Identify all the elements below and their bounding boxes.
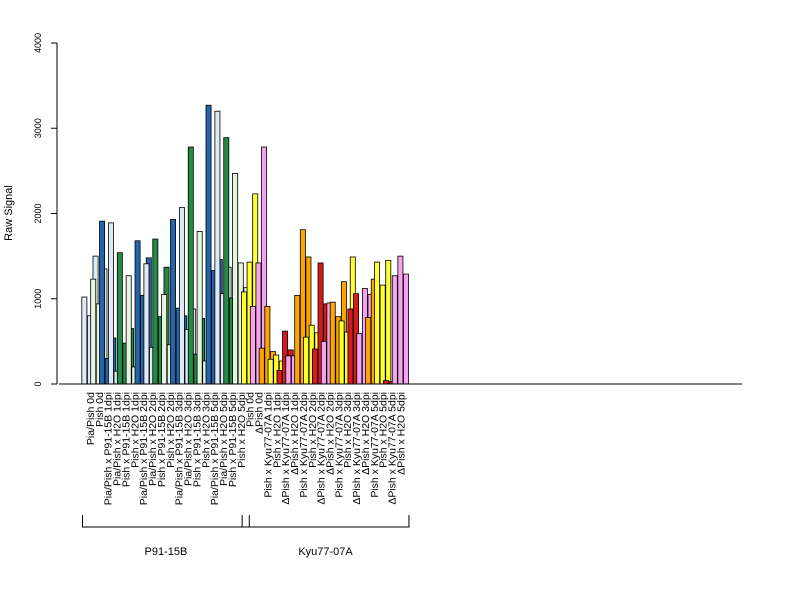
bar — [382, 380, 389, 385]
bar — [125, 275, 132, 385]
bar — [214, 110, 221, 385]
x-tick-label: ΔPish x Kyu77-07A 5dpi — [387, 392, 399, 505]
bar — [108, 222, 114, 385]
x-tick-label: ΔPish x Kyu77-07A 1dpi — [280, 392, 292, 505]
y-axis-label: Raw Signal — [3, 185, 15, 241]
bar — [320, 340, 327, 385]
x-tick-label: Pish x H2O 5dpi — [378, 392, 390, 468]
bar — [170, 219, 176, 385]
x-tick-label: Pia/Pish x P91-15B 2dpi — [138, 392, 150, 505]
bar — [294, 294, 301, 385]
bar — [178, 207, 185, 385]
x-tick-label: ΔPish x H2O 1dpi — [289, 392, 301, 475]
y-tick-label: 1000 — [33, 289, 43, 309]
bar — [374, 261, 381, 385]
x-tick-label: Pia/Pish x H2O 1dpi — [112, 392, 124, 486]
x-tick-label: Pish x Kyu77-07A 2dpi — [298, 392, 310, 498]
x-tick-label: Pish x H2O 5dpi — [236, 392, 248, 468]
x-tick-label: Pia/Pish 0d — [85, 392, 97, 445]
bar — [397, 255, 404, 385]
bar — [134, 240, 141, 385]
bar — [385, 259, 392, 385]
bar — [205, 104, 212, 385]
bar — [329, 301, 336, 385]
x-tick-label: Pish x P91-15B 2dpi — [156, 392, 168, 487]
bar — [258, 347, 265, 385]
bar — [267, 358, 274, 385]
bar — [303, 336, 310, 385]
bar — [276, 369, 283, 385]
bar — [90, 278, 97, 385]
y-tick-label: 2000 — [33, 203, 43, 223]
bar — [338, 320, 345, 385]
x-tick-label: ΔPish x H2O 2dpi — [324, 392, 336, 475]
x-tick-label: Pish x Kyu77-07A 5dpi — [369, 392, 381, 498]
x-tick-label: ΔPish 0d — [254, 392, 266, 434]
category-bars — [391, 255, 409, 385]
y-tick-label: 4000 — [33, 33, 43, 53]
bar — [312, 348, 318, 385]
bar — [81, 296, 88, 385]
y-tick-label: 3000 — [33, 118, 43, 138]
x-tick-label: Pish x H2O 3dpi — [342, 392, 354, 468]
x-tick-label: Pish x H2O 3dpi — [200, 392, 212, 468]
bar — [99, 220, 106, 385]
bar — [161, 294, 168, 385]
bar — [232, 173, 239, 385]
x-tick-label: Pish x P91-15B 1dpi — [120, 392, 132, 487]
x-tick-label: Pish 0d — [94, 392, 106, 427]
bar — [241, 291, 247, 385]
group-brackets: P91-15B Kyu77-07A — [82, 515, 410, 558]
x-tick-label: ΔPish x H2O 3dpi — [360, 392, 372, 475]
y-axis: 0 1000 2000 3000 4000 — [33, 33, 58, 387]
x-tick-label: Pia/Pish x P91-15B 1dpi — [103, 392, 115, 505]
group-label: Kyu77-07A — [298, 546, 353, 558]
bars-layer — [81, 104, 409, 385]
bar — [152, 238, 159, 385]
group-label: P91-15B — [144, 546, 187, 558]
bar — [391, 275, 398, 385]
bar — [403, 273, 409, 385]
bar — [285, 355, 292, 385]
x-tick-label: Pish x H2O 2dpi — [165, 392, 177, 468]
x-tick-label: Pia/Pish x H2O 3dpi — [183, 392, 195, 486]
x-tick-label: Pish x Kyu77-07A 1dpi — [262, 392, 274, 498]
x-tick-label: Pish x Kyu77-07A 3dpi — [333, 392, 345, 498]
x-tick-label: Pish x H2O 2dpi — [307, 392, 319, 468]
x-tick-label: ΔPish x H2O 5dpi — [395, 392, 407, 475]
x-tick-label: Pish x H2O 1dpi — [271, 392, 283, 468]
bar — [379, 284, 386, 385]
x-tick-label: Pia/Pish x P91-15B 3dpi — [174, 392, 186, 505]
x-tick-label: ΔPish x Kyu77-07A 3dpi — [351, 392, 363, 505]
bar — [365, 317, 372, 385]
y-tick-label: 0 — [33, 381, 43, 386]
x-tick-label: Pish x H2O 1dpi — [129, 392, 141, 468]
x-tick-label: ΔPish x Kyu77-07A 2dpi — [316, 392, 328, 505]
category-bars — [374, 259, 392, 385]
x-tick-label: Pish x P91-15B 3dpi — [191, 392, 203, 487]
x-tick-label: Pish x P91-15B 5dpi — [227, 392, 239, 487]
x-tick-label: Pia/Pish x H2O 5dpi — [218, 392, 230, 486]
bar — [249, 306, 256, 385]
x-tick-label: Pia/Pish x P91-15B 5dpi — [209, 392, 221, 505]
x-tick-label: Pish 0d — [245, 392, 257, 427]
bar — [223, 137, 230, 385]
x-tick-label: Pia/Pish x H2O 2dpi — [147, 392, 159, 486]
bar — [196, 231, 203, 385]
group-bracket — [82, 515, 250, 528]
bar — [356, 333, 363, 385]
bar — [116, 252, 123, 385]
bar — [187, 146, 194, 385]
bar — [143, 263, 150, 385]
group-bracket — [241, 515, 410, 528]
bar — [347, 308, 354, 385]
